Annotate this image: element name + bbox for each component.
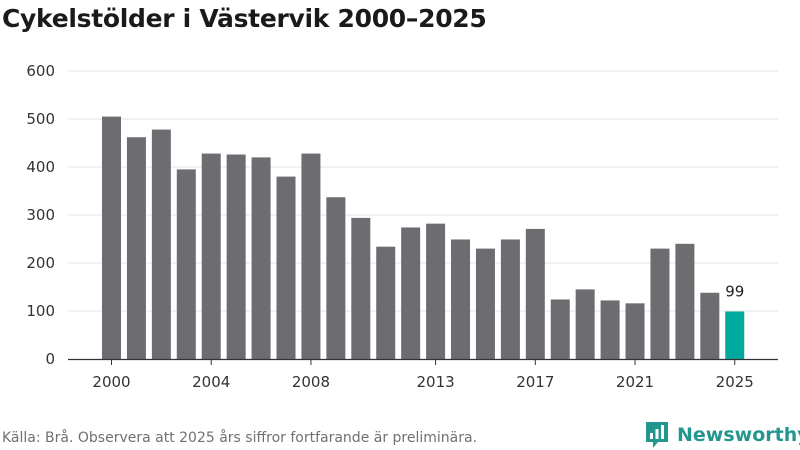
bar (326, 197, 346, 359)
bar (301, 153, 321, 359)
y-tick-label: 500 (26, 110, 55, 128)
bar (351, 217, 371, 359)
bar (276, 176, 296, 359)
x-tick-label: 2021 (616, 373, 654, 391)
y-tick-label: 0 (45, 350, 55, 368)
bar-chart: 0 100 200 300 400 500 600 2000 2004 2008 2013 2017 2… (26, 62, 778, 391)
bar (550, 299, 570, 359)
bar (376, 246, 396, 359)
y-tick-label: 100 (26, 302, 55, 320)
bar (500, 239, 520, 359)
y-tick-label: 600 (26, 62, 55, 80)
bar (451, 239, 471, 359)
bar (725, 311, 745, 359)
bar (575, 289, 595, 359)
bar (625, 303, 645, 359)
x-tick-label: 2000 (92, 373, 130, 391)
bar (475, 248, 495, 359)
bar (226, 154, 246, 359)
x-tick-label: 2008 (292, 373, 330, 391)
bar (525, 228, 545, 359)
bar (700, 292, 720, 359)
y-tick-label: 200 (26, 254, 55, 272)
brand: Newsworthy (644, 420, 800, 450)
bar (151, 129, 171, 359)
chart-title: Cykelstölder i Västervik 2000–2025 (2, 4, 487, 33)
bar (401, 227, 421, 359)
x-tick-label: 2013 (416, 373, 454, 391)
y-tick-label: 400 (26, 158, 55, 176)
bar (600, 300, 620, 359)
bar (675, 243, 695, 359)
brand-name: Newsworthy (677, 424, 800, 446)
newsworthy-logo-icon (646, 422, 668, 448)
bar (426, 223, 446, 359)
y-tick-label: 300 (26, 206, 55, 224)
bar (251, 157, 271, 359)
x-tick-label: 2025 (716, 373, 754, 391)
bar (176, 169, 196, 359)
bar (650, 248, 670, 359)
bar (126, 137, 146, 359)
x-tick-label: 2004 (192, 373, 230, 391)
source-note: Källa: Brå. Observera att 2025 års siffr… (2, 430, 478, 446)
x-tick-label: 2017 (516, 373, 554, 391)
bar (201, 153, 221, 359)
bar (102, 116, 121, 359)
data-label: 99 (725, 282, 744, 300)
